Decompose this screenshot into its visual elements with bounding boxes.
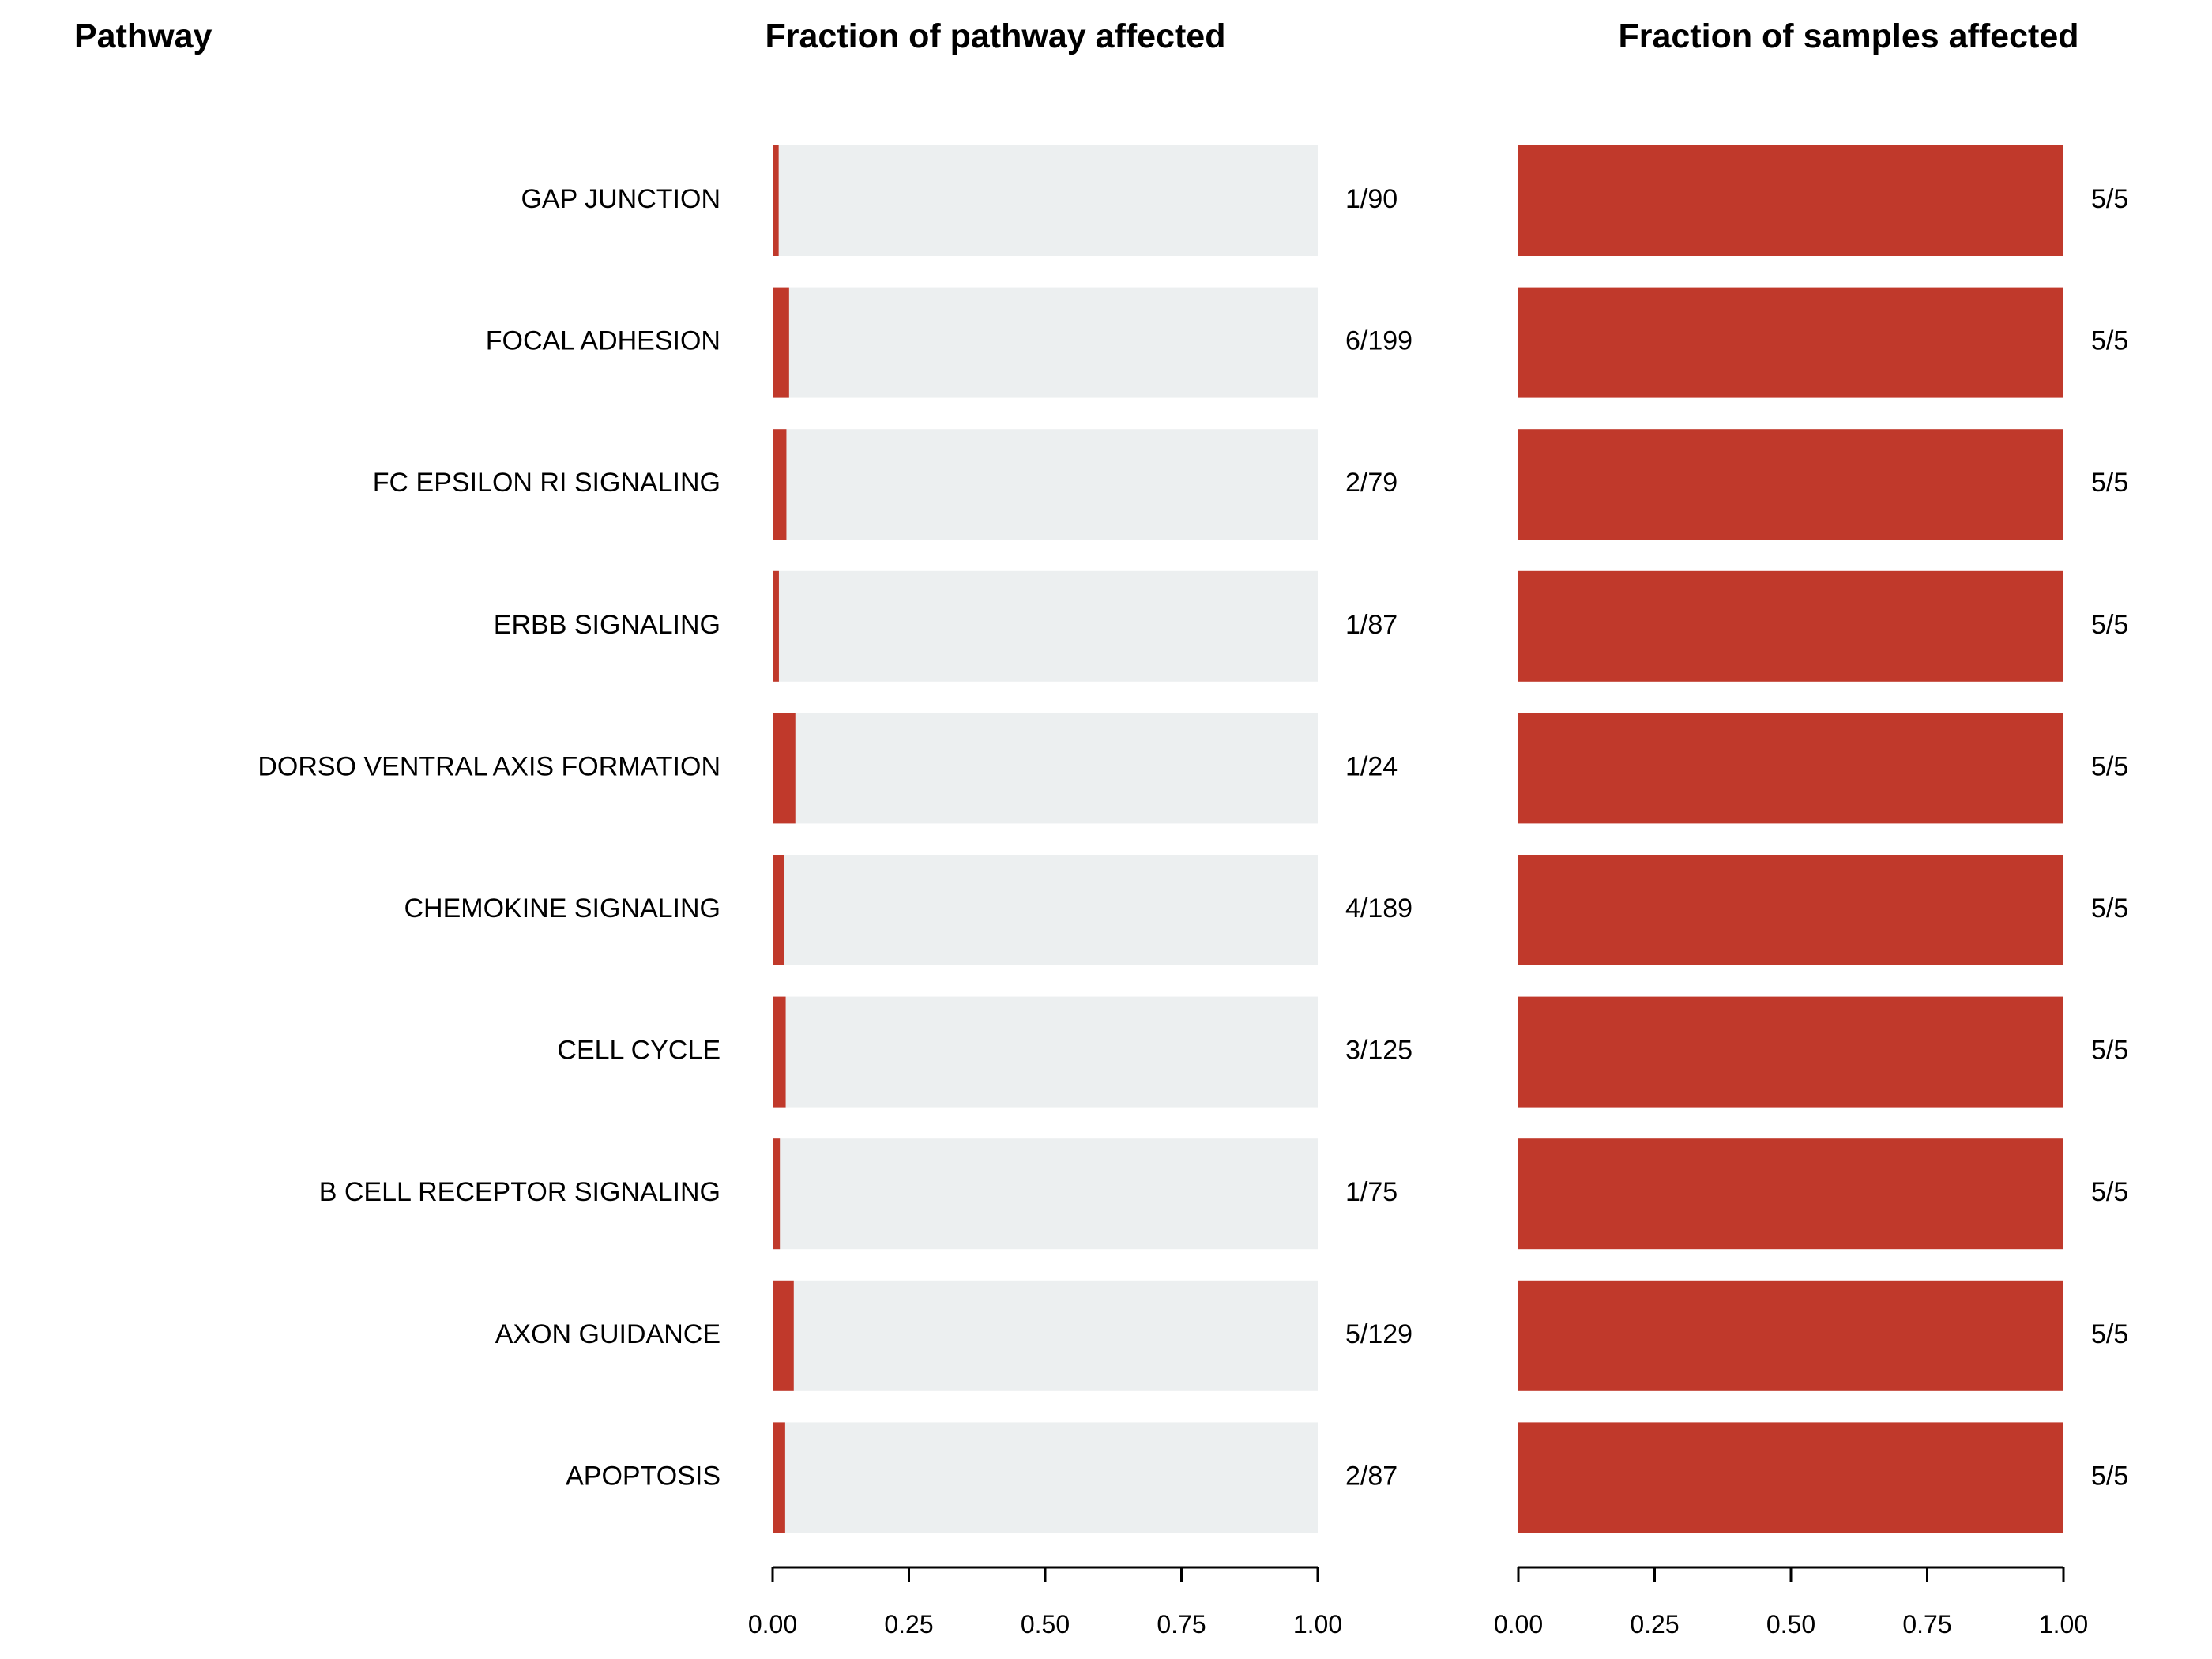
pathway-label-dorso-ventral-axis-formation: DORSO VENTRAL AXIS FORMATION [258,751,720,781]
sample-fraction-bar-apoptosis [1518,1422,2063,1533]
pathway-fraction-track-apoptosis [773,1422,1318,1533]
pathway-fraction-track-chemokine-signaling [773,855,1318,965]
sample-fraction-bar-fc-epsilon-ri-signaling [1518,429,2063,540]
pathway-label-fc-epsilon-ri-signaling: FC EPSILON RI SIGNALING [373,468,720,498]
sample-fraction-count-gap-junction: 5/5 [2091,184,2128,214]
pathway-fraction-track-fc-epsilon-ri-signaling [773,429,1318,540]
sample-fraction-tick-label: 0.25 [1630,1610,1679,1638]
pathway-column-title: Pathway [74,17,213,55]
sample-fraction-bar-axon-guidance [1518,1280,2063,1391]
sample-fraction-tick-label: 0.75 [1902,1610,1951,1638]
sample-fraction-title: Fraction of samples affected [1618,17,2078,55]
pathway-fraction-count-chemokine-signaling: 4/189 [1345,893,1413,924]
sample-fraction-count-dorso-ventral-axis-formation: 5/5 [2091,751,2128,781]
chart-axes: 0.00 0.25 0.50 0.75 1.00 0.00 0.25 0.50 0.75 1.00 [748,1566,2088,1638]
pathway-label-axon-guidance: AXON GUIDANCE [495,1319,720,1349]
pathway-fraction-count-b-cell-receptor-signaling: 1/75 [1345,1177,1398,1207]
sample-fraction-bar-focal-adhesion [1518,287,2063,398]
pathway-fraction-track-b-cell-receptor-signaling [773,1138,1318,1250]
pathway-fraction-bar-dorso-ventral-axis-formation [773,713,796,824]
pathway-fraction-track-cell-cycle [773,996,1318,1108]
pathway-label-gap-junction: GAP JUNCTION [521,184,720,214]
pathway-fraction-bar-focal-adhesion [773,287,789,398]
sample-fraction-bar-chemokine-signaling [1518,855,2063,965]
pathway-label-chemokine-signaling: CHEMOKINE SIGNALING [404,893,720,924]
pathway-fraction-bar-erbb-signaling [773,570,779,682]
pathway-fraction-tick-label: 0.50 [1021,1610,1070,1638]
pathway-fraction-tick-label: 1.00 [1293,1610,1342,1638]
pathway-fraction-count-gap-junction: 1/90 [1345,184,1398,214]
pathway-fraction-track-gap-junction [773,145,1318,256]
pathway-fraction-bar-gap-junction [773,145,779,256]
sample-fraction-tick-label: 0.50 [1766,1610,1815,1638]
pathway-fraction-tick-label: 0.25 [884,1610,933,1638]
pathway-fraction-bar-chemokine-signaling [773,855,784,965]
pathway-label-cell-cycle: CELL CYCLE [557,1036,720,1066]
sample-fraction-bar-cell-cycle [1518,996,2063,1108]
pathway-fraction-track-axon-guidance [773,1280,1318,1391]
sample-fraction-bar-b-cell-receptor-signaling [1518,1138,2063,1250]
sample-fraction-count-apoptosis: 5/5 [2091,1461,2128,1491]
pathway-fraction-count-apoptosis: 2/87 [1345,1461,1398,1491]
pathway-fraction-tick-label: 0.75 [1157,1610,1206,1638]
pathway-label-apoptosis: APOPTOSIS [566,1461,720,1491]
sample-fraction-count-b-cell-receptor-signaling: 5/5 [2091,1177,2128,1207]
pathway-fraction-track-focal-adhesion [773,287,1318,398]
pathway-fraction-count-focal-adhesion: 6/199 [1345,326,1413,356]
sample-fraction-count-axon-guidance: 5/5 [2091,1319,2128,1349]
pathway-fraction-track-erbb-signaling [773,570,1318,682]
pathway-fraction-bar-axon-guidance [773,1280,794,1391]
pathway-fraction-count-erbb-signaling: 1/87 [1345,610,1398,640]
sample-fraction-count-fc-epsilon-ri-signaling: 5/5 [2091,468,2128,498]
pathway-fraction-bar-b-cell-receptor-signaling [773,1138,781,1250]
pathway-fraction-title: Fraction of pathway affected [766,17,1226,55]
sample-fraction-count-focal-adhesion: 5/5 [2091,326,2128,356]
sample-fraction-bar-dorso-ventral-axis-formation [1518,713,2063,824]
sample-fraction-count-cell-cycle: 5/5 [2091,1036,2128,1066]
sample-fraction-bar-gap-junction [1518,145,2063,256]
sample-fraction-tick-label: 0.00 [1494,1610,1543,1638]
pathway-fraction-count-dorso-ventral-axis-formation: 1/24 [1345,751,1398,781]
pathway-fraction-bar-cell-cycle [773,996,786,1108]
pathway-fraction-track-dorso-ventral-axis-formation [773,713,1318,824]
sample-fraction-tick-label: 1.00 [2039,1610,2088,1638]
pathway-fraction-bar-fc-epsilon-ri-signaling [773,429,787,540]
pathway-label-b-cell-receptor-signaling: B CELL RECEPTOR SIGNALING [319,1177,720,1207]
pathway-label-focal-adhesion: FOCAL ADHESION [486,326,720,356]
pathway-fraction-count-cell-cycle: 3/125 [1345,1036,1413,1066]
pathway-label-erbb-signaling: ERBB SIGNALING [494,610,720,640]
chart-rows: GAP JUNCTION 1/90 5/5 FOCAL ADHESION 6/199 5/… [258,145,2128,1533]
pathway-fraction-bar-apoptosis [773,1422,785,1533]
pathway-fraction-tick-label: 0.00 [748,1610,797,1638]
sample-fraction-bar-erbb-signaling [1518,570,2063,682]
sample-fraction-count-erbb-signaling: 5/5 [2091,610,2128,640]
sample-fraction-count-chemokine-signaling: 5/5 [2091,893,2128,924]
pathway-fraction-count-axon-guidance: 5/129 [1345,1319,1413,1349]
pathway-fraction-count-fc-epsilon-ri-signaling: 2/79 [1345,468,1398,498]
